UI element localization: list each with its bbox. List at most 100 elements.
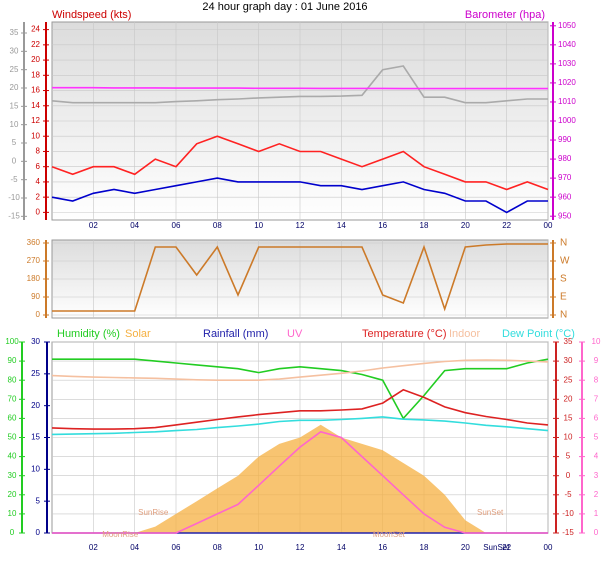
y-tick-label: 0	[12, 156, 17, 165]
series-line	[51, 65, 548, 104]
y-tick-label: 970	[558, 173, 572, 182]
x-tick-label: 14	[337, 221, 346, 230]
y-tick-label: 10	[592, 337, 601, 346]
legend-entry: Dew Point (°C)	[502, 328, 575, 340]
y-tick-label: 0	[566, 471, 571, 480]
y-tick-label: 5	[594, 433, 599, 442]
y-tick-label: 10	[31, 464, 40, 473]
y-axis-label: Windspeed (kts)	[52, 9, 131, 21]
y-tick-label: 8	[594, 375, 599, 384]
y-tick-label: 950	[558, 211, 572, 220]
y-tick-label: 20	[31, 401, 40, 410]
y-tick-label: 4	[36, 177, 41, 186]
x-tick-label: 08	[213, 221, 222, 230]
y-tick-label: 18	[31, 70, 40, 79]
y-tick-label: 360	[27, 238, 41, 247]
legend-entry: Temperature (°C)	[362, 328, 446, 340]
legend-entry: Humidity (%)	[57, 328, 120, 340]
legend-entry: Rainfall (mm)	[203, 328, 268, 340]
series-line	[51, 388, 549, 430]
series-line	[52, 430, 548, 534]
y-tick-label: 14	[31, 101, 40, 110]
y-tick-label: 90	[8, 356, 17, 365]
y-tick-label: 25	[31, 369, 40, 378]
y-tick-label: 10	[8, 509, 17, 518]
y-tick-label: -15	[8, 211, 20, 220]
y-tick-label: 4	[594, 452, 599, 461]
solar-area	[52, 424, 548, 533]
x-tick-label: 04	[130, 221, 139, 230]
y-tick-label: -5	[564, 490, 572, 499]
legend-entry: UV	[287, 328, 303, 340]
y-tick-label: 30	[31, 337, 40, 346]
y-tick-label: 5	[566, 452, 571, 461]
y-tick-label: 100	[5, 337, 19, 346]
y-tick-label: 15	[564, 414, 573, 423]
legend-entry: Indoor	[449, 328, 481, 340]
y-tick-label: 30	[10, 46, 19, 55]
y-tick-label: 90	[31, 292, 40, 301]
y-tick-label: 1000	[558, 116, 576, 125]
y-tick-label: 30	[8, 471, 17, 480]
annotation: SunRise	[138, 508, 169, 517]
y-tick-label: 960	[558, 192, 572, 201]
y-tick-label: 10	[564, 433, 573, 442]
y-tick-label: 1010	[558, 97, 576, 106]
y-tick-label: 5	[12, 138, 17, 147]
chart-title: 24 hour graph day : 01 June 2016	[202, 1, 367, 13]
x-tick-label: 20	[461, 221, 470, 230]
y-tick-label: S	[560, 274, 567, 285]
x-tick-label: 12	[296, 221, 305, 230]
y-tick-label: 16	[31, 86, 40, 95]
y-tick-label: 1030	[558, 59, 576, 68]
x-tick-label: 22	[502, 221, 511, 230]
y-tick-label: 22	[31, 40, 40, 49]
y-tick-label: 1040	[558, 40, 576, 49]
annotation: MoonRise	[102, 530, 139, 539]
x-tick-label: 10	[254, 543, 263, 552]
x-tick-label: 16	[378, 221, 387, 230]
x-tick-label: 00	[544, 543, 553, 552]
x-tick-label: 18	[420, 543, 429, 552]
y-tick-label: E	[560, 292, 567, 303]
legend-entry: Solar	[125, 328, 151, 340]
y-tick-label: 5	[36, 496, 41, 505]
annotation: SunSet	[483, 543, 510, 552]
y-tick-label: 10	[31, 131, 40, 140]
y-tick-label: 980	[558, 154, 572, 163]
x-tick-label: 22	[502, 543, 511, 552]
y-tick-label: 50	[8, 433, 17, 442]
series-line	[52, 358, 549, 420]
series-line	[51, 359, 549, 381]
y-tick-label: -5	[10, 175, 18, 184]
y-tick-label: 25	[10, 65, 19, 74]
annotation: MoonSet	[373, 530, 406, 539]
y-tick-label: 15	[10, 101, 19, 110]
y-tick-label: 180	[27, 274, 41, 283]
y-tick-label: 25	[564, 375, 573, 384]
y-tick-label: N	[560, 238, 567, 249]
y-tick-label: 60	[8, 414, 17, 423]
y-tick-label: 35	[564, 337, 573, 346]
x-tick-label: 20	[461, 543, 470, 552]
y-tick-label: 80	[8, 375, 17, 384]
y-tick-label: 40	[8, 452, 17, 461]
x-tick-label: 08	[213, 543, 222, 552]
y-tick-label: 70	[8, 394, 17, 403]
y-tick-label: 2	[36, 192, 41, 201]
x-tick-label: 04	[130, 543, 139, 552]
annotation: SunSet	[477, 508, 504, 517]
y-tick-label: 15	[31, 433, 40, 442]
y-tick-label: 270	[27, 256, 41, 265]
y-tick-label: 12	[31, 116, 40, 125]
x-tick-label: 12	[296, 543, 305, 552]
y-tick-label: 6	[594, 414, 599, 423]
y-tick-label: -10	[562, 509, 574, 518]
series-line	[51, 177, 548, 214]
y-tick-label: 0	[36, 207, 41, 216]
y-tick-label: 1020	[558, 78, 576, 87]
y-tick-label: 20	[10, 83, 19, 92]
y-tick-label: 7	[594, 394, 599, 403]
series-line	[51, 135, 549, 191]
y-tick-label: 0	[594, 528, 599, 537]
